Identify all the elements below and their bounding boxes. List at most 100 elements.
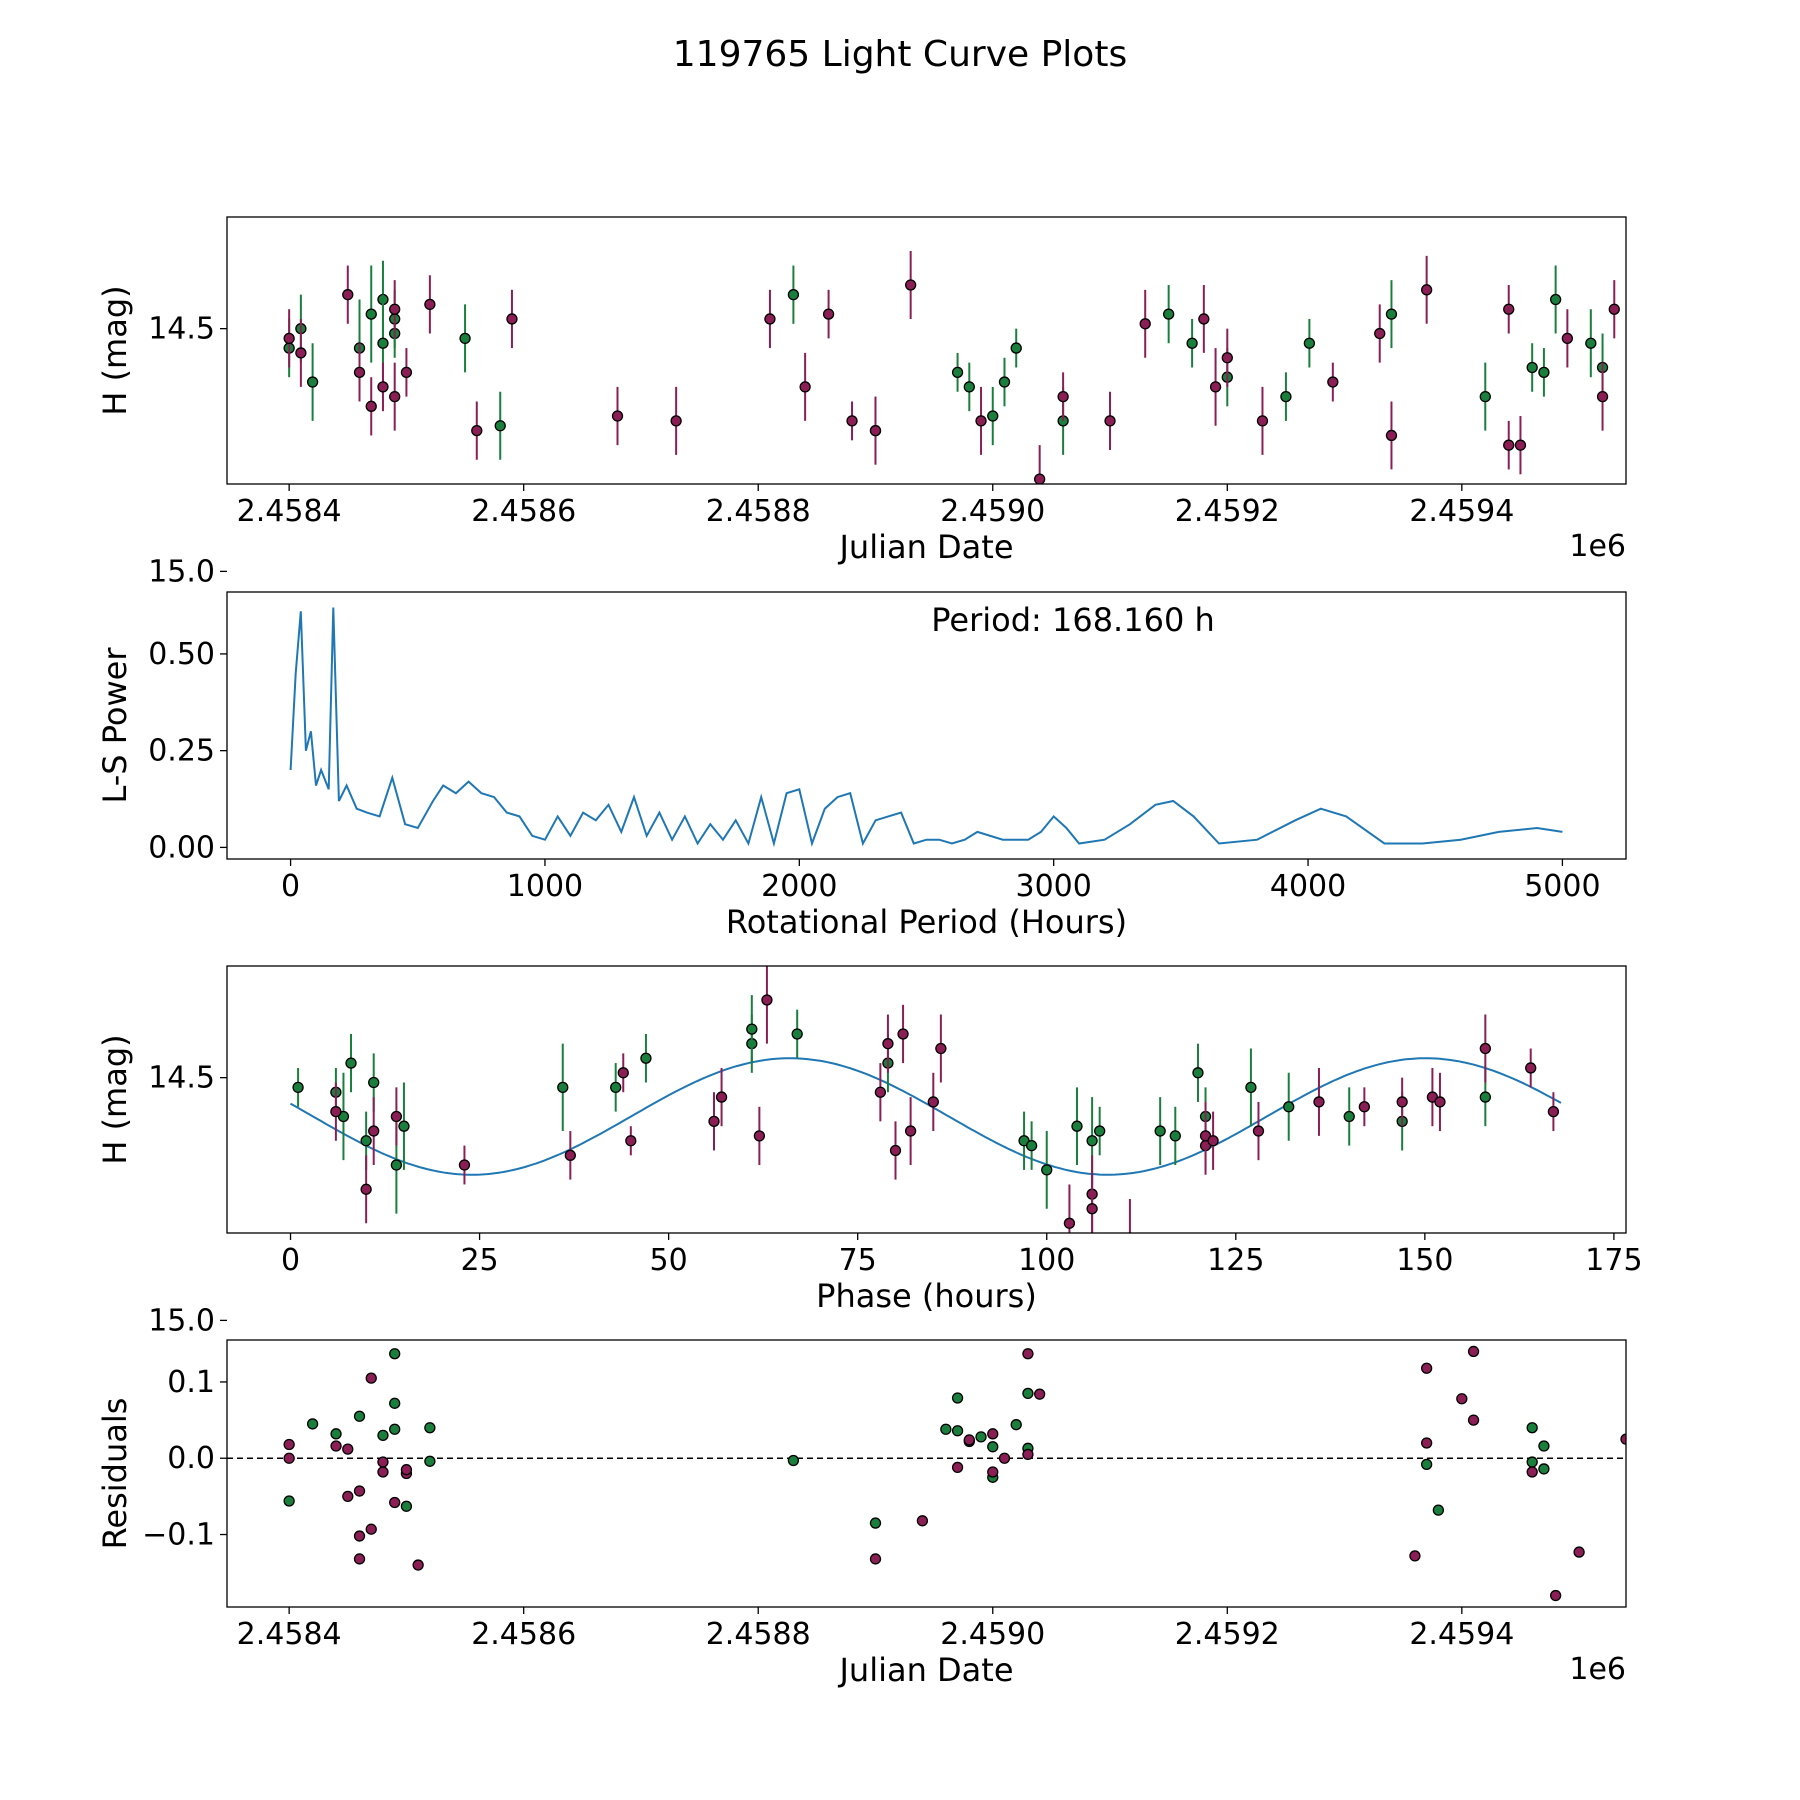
data-point-purple	[708, 1115, 720, 1127]
data-point-purple	[564, 1149, 576, 1161]
data-point-purple	[1207, 1135, 1219, 1147]
data-point-purple	[1420, 1362, 1433, 1374]
data-point-purple	[1547, 1105, 1560, 1118]
data-point-green	[398, 1120, 410, 1132]
data-point-purple	[412, 1559, 424, 1571]
x-axis-label: Phase (hours)	[816, 1277, 1037, 1315]
x-offset-label: 1e6	[1569, 1652, 1626, 1687]
x-axis-label: Julian Date	[837, 528, 1013, 566]
panels: 2.4584 2.4586 2.4588 2.4590 2.4592 2.4594 15.0…	[96, 216, 1643, 1689]
data-point-green	[791, 1028, 803, 1040]
y-tick-label: 0.25	[148, 734, 215, 769]
data-point-green	[1245, 1081, 1257, 1094]
data-point-purple	[753, 1130, 766, 1142]
data-point-green	[400, 1500, 413, 1512]
y-axis-label: Residuals	[96, 1398, 134, 1550]
data-point-purple	[330, 1105, 342, 1118]
data-point-green	[557, 1081, 569, 1094]
data-point-purple	[904, 1125, 917, 1137]
x-tick-label: 2000	[761, 869, 837, 904]
data-point-purple	[987, 1428, 999, 1440]
x-tick-label: 5000	[1524, 869, 1600, 904]
y-axis-label: H (mag)	[96, 285, 134, 415]
data-point-purple	[951, 1461, 964, 1474]
data-point-purple	[927, 1096, 939, 1108]
data-point-green	[987, 410, 999, 422]
x-tick-label: 50	[650, 1243, 688, 1278]
data-point-green	[1071, 1120, 1083, 1132]
data-point-green	[869, 1517, 882, 1529]
data-point-purple	[365, 400, 377, 412]
data-point-green	[1192, 1067, 1204, 1079]
data-point-green	[940, 1423, 952, 1435]
data-point-purple	[400, 366, 413, 378]
data-point-purple	[342, 1490, 354, 1503]
data-point-purple	[869, 424, 882, 437]
period-annotation: Period: 168.160 h	[931, 601, 1215, 639]
data-point-green	[377, 1429, 389, 1442]
data-point-purple	[424, 298, 436, 311]
data-point-green	[368, 1076, 380, 1089]
data-point-purple	[1409, 1550, 1421, 1562]
x-tick-label: 0	[281, 1243, 300, 1278]
data-point-purple	[353, 1530, 366, 1542]
x-tick-label: 1000	[507, 869, 583, 904]
data-point-green	[963, 381, 975, 393]
data-point-green	[1538, 1440, 1550, 1452]
data-point-purple	[368, 1125, 380, 1137]
data-point-purple	[1252, 1125, 1265, 1137]
data-point-green	[459, 332, 471, 345]
axes-frame-residuals	[226, 1339, 1627, 1608]
data-point-purple	[342, 1443, 354, 1455]
data-point-purple	[764, 313, 776, 325]
figure-title: 119765 Light Curve Plots	[673, 34, 1127, 75]
data-point-green	[951, 1425, 964, 1437]
data-point-purple	[1396, 1096, 1408, 1108]
plot-area-phased	[289, 966, 1562, 1233]
x-axis-label: Julian Date	[837, 1651, 1013, 1689]
data-point-green	[283, 1495, 295, 1507]
data-point-green	[306, 376, 319, 388]
data-point-purple	[846, 415, 858, 427]
x-tick-label: 175	[1585, 1243, 1642, 1278]
data-point-purple	[1104, 415, 1116, 427]
data-point-purple	[1503, 303, 1515, 315]
data-point-green	[1010, 1419, 1022, 1431]
data-point-purple	[822, 308, 835, 320]
data-point-purple	[1022, 1448, 1034, 1461]
data-point-purple	[1596, 390, 1609, 403]
data-point-purple	[377, 1466, 389, 1478]
data-point-purple	[1385, 429, 1398, 442]
data-point-green	[1186, 337, 1198, 349]
data-point-green	[1538, 366, 1550, 378]
data-point-green	[353, 1410, 366, 1422]
x-tick-label: 2.4590	[940, 1617, 1045, 1652]
x-tick-label: 75	[839, 1243, 877, 1278]
x-tick-label: 2.4590	[940, 494, 1045, 529]
data-point-green	[1169, 1130, 1181, 1142]
data-point-purple	[389, 1496, 401, 1509]
x-offset-label: 1e6	[1569, 529, 1626, 564]
data-point-purple	[1561, 332, 1574, 345]
x-tick-label: 2.4584	[237, 494, 342, 529]
data-point-purple	[715, 1091, 728, 1103]
data-point-green	[610, 1081, 622, 1094]
data-point-purple	[1420, 1437, 1433, 1449]
x-tick-label: 0	[281, 869, 300, 904]
data-point-purple	[1549, 1589, 1562, 1602]
data-point-green	[306, 1418, 319, 1430]
data-point-purple	[1034, 1388, 1046, 1400]
x-tick-label: 2.4592	[1175, 1617, 1280, 1652]
model-curve	[289, 1057, 1562, 1176]
data-point-purple	[905, 279, 917, 291]
data-point-green	[1280, 390, 1292, 403]
data-point-purple	[365, 1372, 377, 1384]
data-point-green	[424, 1422, 436, 1434]
data-point-purple	[1573, 1546, 1585, 1558]
data-point-green	[1526, 1456, 1538, 1468]
x-tick-label: 3000	[1016, 869, 1092, 904]
y-tick-label: 14.5	[148, 1061, 215, 1096]
data-point-green	[1041, 1164, 1053, 1176]
data-point-green	[1420, 1458, 1433, 1470]
